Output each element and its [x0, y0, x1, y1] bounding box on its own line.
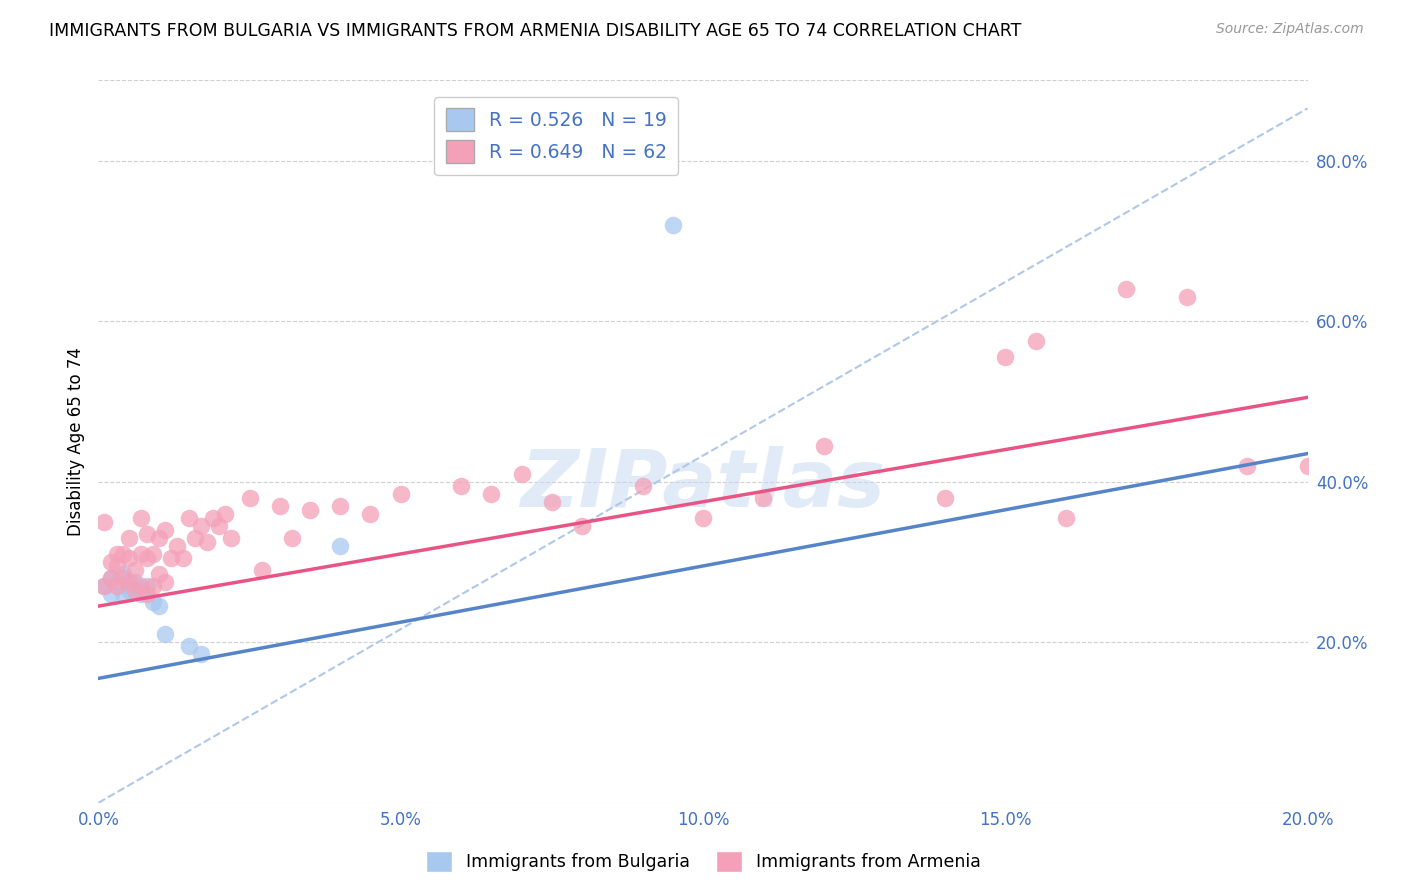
Point [160, 550, 183, 566]
Point [208, 518, 231, 533]
Point [281, 531, 304, 545]
Point [153, 627, 176, 641]
Point [129, 510, 152, 524]
Point [118, 574, 141, 589]
Point [93, 579, 115, 593]
Point [129, 547, 152, 561]
Point [142, 579, 165, 593]
Point [1236, 458, 1258, 473]
Text: Source: ZipAtlas.com: Source: ZipAtlas.com [1216, 22, 1364, 37]
Point [129, 579, 152, 593]
Point [111, 571, 134, 585]
Point [389, 486, 412, 500]
Point [129, 587, 152, 601]
Point [93, 515, 115, 529]
Point [148, 599, 170, 614]
Point [571, 518, 593, 533]
Point [105, 574, 128, 589]
Point [510, 467, 533, 481]
Point [148, 531, 170, 545]
Point [481, 486, 503, 500]
Point [142, 595, 165, 609]
Point [813, 438, 835, 452]
Point [250, 563, 273, 577]
Point [124, 574, 146, 589]
Point [172, 550, 194, 566]
Point [692, 510, 714, 524]
Point [100, 571, 122, 585]
Point [631, 478, 654, 492]
Point [93, 579, 115, 593]
Point [299, 502, 322, 516]
Point [239, 491, 262, 505]
Point [190, 648, 212, 662]
Legend: Immigrants from Bulgaria, Immigrants from Armenia: Immigrants from Bulgaria, Immigrants fro… [419, 844, 987, 879]
Point [135, 579, 157, 593]
Point [124, 583, 146, 598]
Point [190, 518, 212, 533]
Point [179, 639, 201, 653]
Point [100, 555, 122, 569]
Point [135, 550, 157, 566]
Point [105, 579, 128, 593]
Point [166, 539, 188, 553]
Point [135, 587, 157, 601]
Point [179, 510, 201, 524]
Point [153, 523, 176, 537]
Point [1175, 290, 1198, 304]
Point [135, 526, 157, 541]
Point [124, 563, 146, 577]
Point [269, 499, 291, 513]
Text: IMMIGRANTS FROM BULGARIA VS IMMIGRANTS FROM ARMENIA DISABILITY AGE 65 TO 74 CORR: IMMIGRANTS FROM BULGARIA VS IMMIGRANTS F… [49, 22, 1022, 40]
Point [118, 583, 141, 598]
Point [752, 491, 775, 505]
Point [105, 558, 128, 574]
Point [142, 547, 165, 561]
Point [329, 499, 352, 513]
Point [195, 534, 218, 549]
Point [1115, 282, 1137, 296]
Point [1054, 510, 1077, 524]
Point [202, 510, 225, 524]
Point [214, 507, 236, 521]
Text: ZIPatlas: ZIPatlas [520, 446, 886, 524]
Point [1024, 334, 1046, 348]
Point [118, 579, 141, 593]
Legend: R = 0.526   N = 19, R = 0.649   N = 62: R = 0.526 N = 19, R = 0.649 N = 62 [434, 97, 678, 175]
Point [329, 539, 352, 553]
Point [994, 350, 1017, 364]
Point [100, 587, 122, 601]
Point [111, 567, 134, 582]
Point [540, 494, 562, 508]
Y-axis label: Disability Age 65 to 74: Disability Age 65 to 74 [66, 347, 84, 536]
Point [1296, 458, 1319, 473]
Point [934, 491, 956, 505]
Point [118, 531, 141, 545]
Point [100, 571, 122, 585]
Point [111, 587, 134, 601]
Point [148, 567, 170, 582]
Point [221, 531, 243, 545]
Point [360, 507, 382, 521]
Point [111, 547, 134, 561]
Point [450, 478, 472, 492]
Point [661, 218, 683, 232]
Point [118, 550, 141, 566]
Point [129, 583, 152, 598]
Point [105, 547, 128, 561]
Point [153, 574, 176, 589]
Point [184, 531, 207, 545]
